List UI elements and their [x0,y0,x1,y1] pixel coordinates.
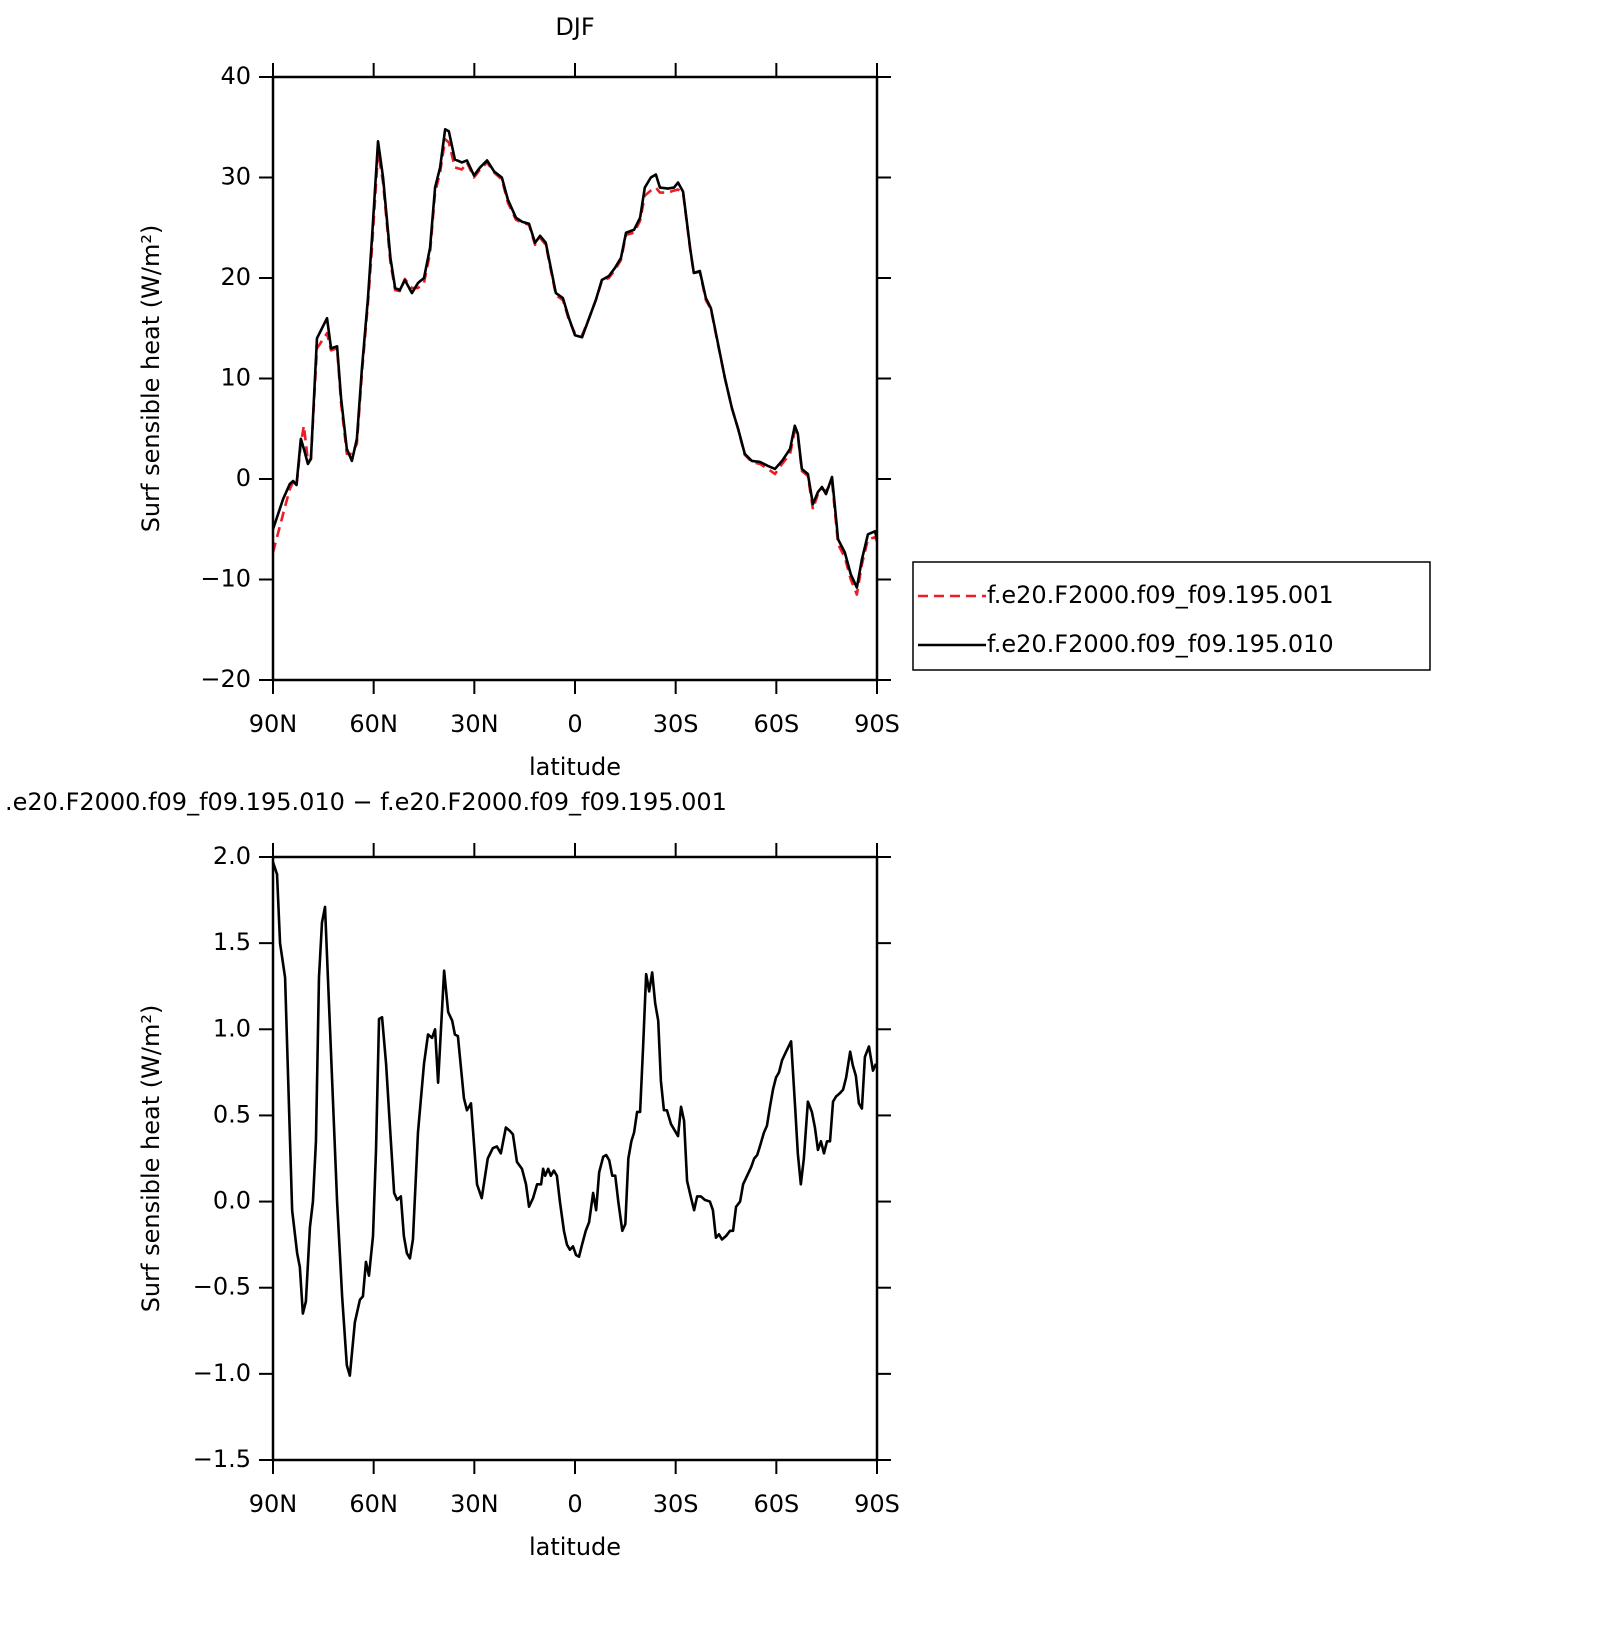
plot-frame [271,855,879,1462]
x-tick-label: 60S [753,710,799,738]
x-tick-label: 0 [567,710,582,738]
x-axis-label: latitude [529,1533,621,1561]
x-tick-label: 30S [653,1490,699,1518]
y-tick-label: 0.5 [213,1100,251,1128]
y-tick-label: −0.5 [193,1273,251,1301]
y-tick-label: 30 [220,163,251,191]
legend-label: f.e20.F2000.f09_f09.195.010 [987,630,1334,658]
chart-title: DJF [555,13,594,41]
x-tick-label: 60N [349,710,398,738]
chart-title: .e20.F2000.f09_f09.195.010 − f.e20.F2000… [5,788,727,816]
y-tick-label: 10 [220,364,251,392]
y-tick-label: −10 [200,565,251,593]
x-tick-label: 30N [450,1490,499,1518]
y-tick-label: 40 [220,62,251,90]
legend-box [912,561,1431,671]
y-tick-label: 1.5 [213,928,251,956]
x-axis-label: latitude [529,753,621,781]
series-line [271,861,878,1377]
y-tick-label: 0.0 [213,1187,251,1215]
x-tick-label: 90N [249,710,298,738]
series-line [271,138,879,596]
x-tick-label: 60S [753,1490,799,1518]
x-tick-label: 90S [854,710,900,738]
legend-label: f.e20.F2000.f09_f09.195.001 [987,581,1334,609]
y-tick-label: 1.0 [213,1014,251,1042]
x-tick-label: 30S [653,710,699,738]
x-tick-label: 90N [249,1490,298,1518]
x-tick-label: 60N [349,1490,398,1518]
y-tick-label: −1.0 [193,1359,251,1387]
y-tick-label: −1.5 [193,1445,251,1473]
y-tick-label: −20 [200,665,251,693]
x-tick-label: 0 [567,1490,582,1518]
series-line [271,127,879,589]
y-tick-label: 20 [220,263,251,291]
y-tick-label: 0 [236,464,251,492]
y-axis-label: Surf sensible heat (W/m²) [137,225,165,533]
y-tick-label: 2.0 [213,842,251,870]
x-tick-label: 90S [854,1490,900,1518]
plot-frame [271,75,879,682]
y-axis-label: Surf sensible heat (W/m²) [137,1005,165,1313]
x-tick-label: 30N [450,710,499,738]
